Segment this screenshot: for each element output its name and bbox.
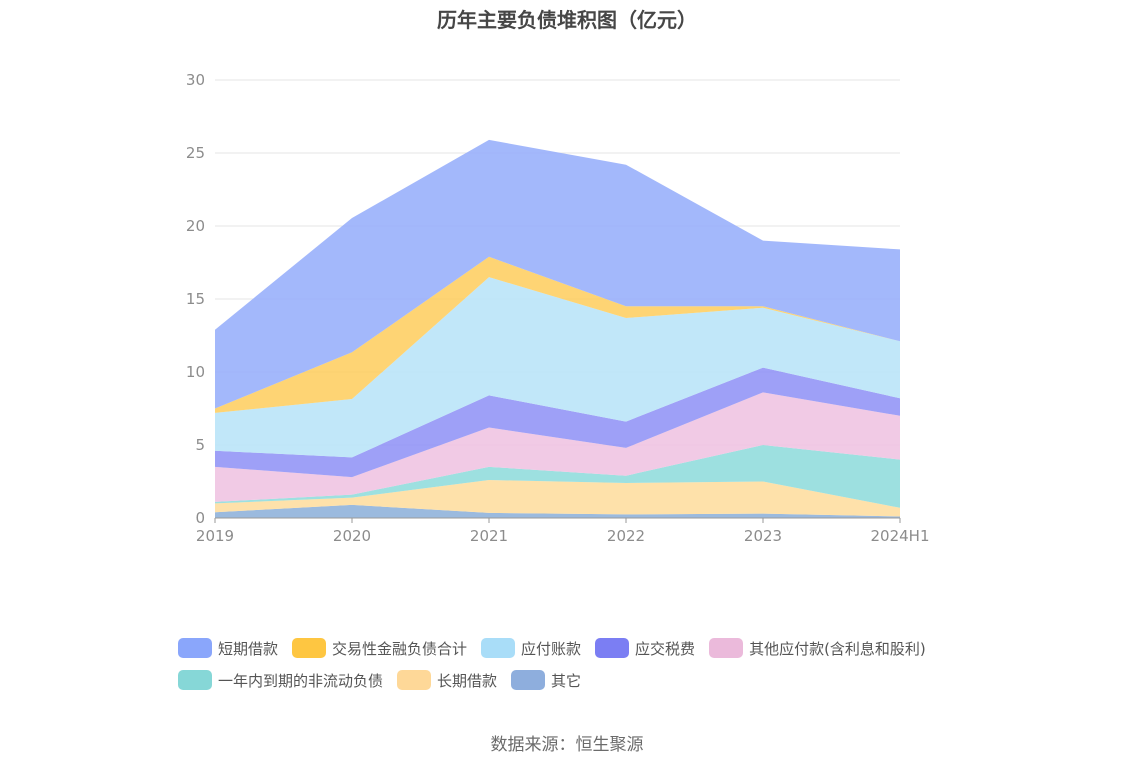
area-series [215,480,900,517]
legend-item-others[interactable]: 其它 [511,670,581,691]
legend-swatch [481,638,516,658]
area-series [215,392,900,502]
legend-label: 应交税费 [635,639,696,658]
x-tick-label: 2022 [607,527,645,545]
x-tick-label: 2024H1 [871,527,930,545]
legend-item-other-payables[interactable]: 其他应付款(含利息和股利) [709,638,926,659]
area-series [215,445,900,508]
legend-row-2: 一年内到期的非流动负债 长期借款 其它 [178,664,978,696]
legend-label: 交易性金融负债合计 [332,639,468,658]
legend-item-trading-financial-liabilities[interactable]: 交易性金融负债合计 [292,638,467,659]
legend-swatch [178,638,212,658]
x-tick-label: 2021 [470,527,508,545]
y-tick-label: 30 [186,71,205,89]
data-source: 数据来源：恒生聚源 [490,735,644,755]
legend-swatch [595,638,630,658]
legend-swatch [292,638,327,658]
legend-item-long-term-loans[interactable]: 长期借款 [397,670,497,691]
stacked-area-chart: 0 5 10 15 20 25 30 2019 2020 2021 2022 2023 2024H1 [186,71,930,545]
chart-title: 历年主要负债堆积图（亿元） [437,8,697,32]
area-series [215,367,900,478]
area-series [215,139,900,409]
y-tick-label: 10 [186,363,205,381]
area-series [215,277,900,458]
area-series [215,504,900,518]
legend-item-taxes-payable[interactable]: 应交税费 [595,638,695,659]
y-tick-label: 0 [195,509,205,527]
area-series [215,256,900,413]
x-tick-label: 2019 [196,527,234,545]
legend-swatch [397,670,432,690]
legend-swatch [709,638,744,658]
legend-label: 长期借款 [437,671,498,690]
legend-label: 其他应付款(含利息和股利) [749,639,926,658]
y-tick-label: 25 [186,144,205,162]
y-tick-label: 15 [186,290,205,308]
legend-item-current-noncurrent-liabilities[interactable]: 一年内到期的非流动负债 [178,670,383,691]
legend: 短期借款 交易性金融负债合计 应付账款 应交税费 其他应付款(含利息和股利) 一… [178,632,978,696]
legend-label: 应付账款 [521,639,582,658]
legend-row-1: 短期借款 交易性金融负债合计 应付账款 应交税费 其他应付款(含利息和股利) [178,632,978,664]
x-tick-label: 2023 [744,527,782,545]
y-tick-label: 5 [195,436,205,454]
legend-item-accounts-payable[interactable]: 应付账款 [481,638,581,659]
legend-item-short-term-loans[interactable]: 短期借款 [178,638,278,659]
y-tick-label: 20 [186,217,205,235]
legend-swatch [511,670,546,690]
legend-label: 其它 [551,671,582,690]
legend-swatch [178,670,212,690]
legend-label: 短期借款 [218,639,279,658]
x-tick-label: 2020 [333,527,371,545]
legend-label: 一年内到期的非流动负债 [218,671,384,690]
